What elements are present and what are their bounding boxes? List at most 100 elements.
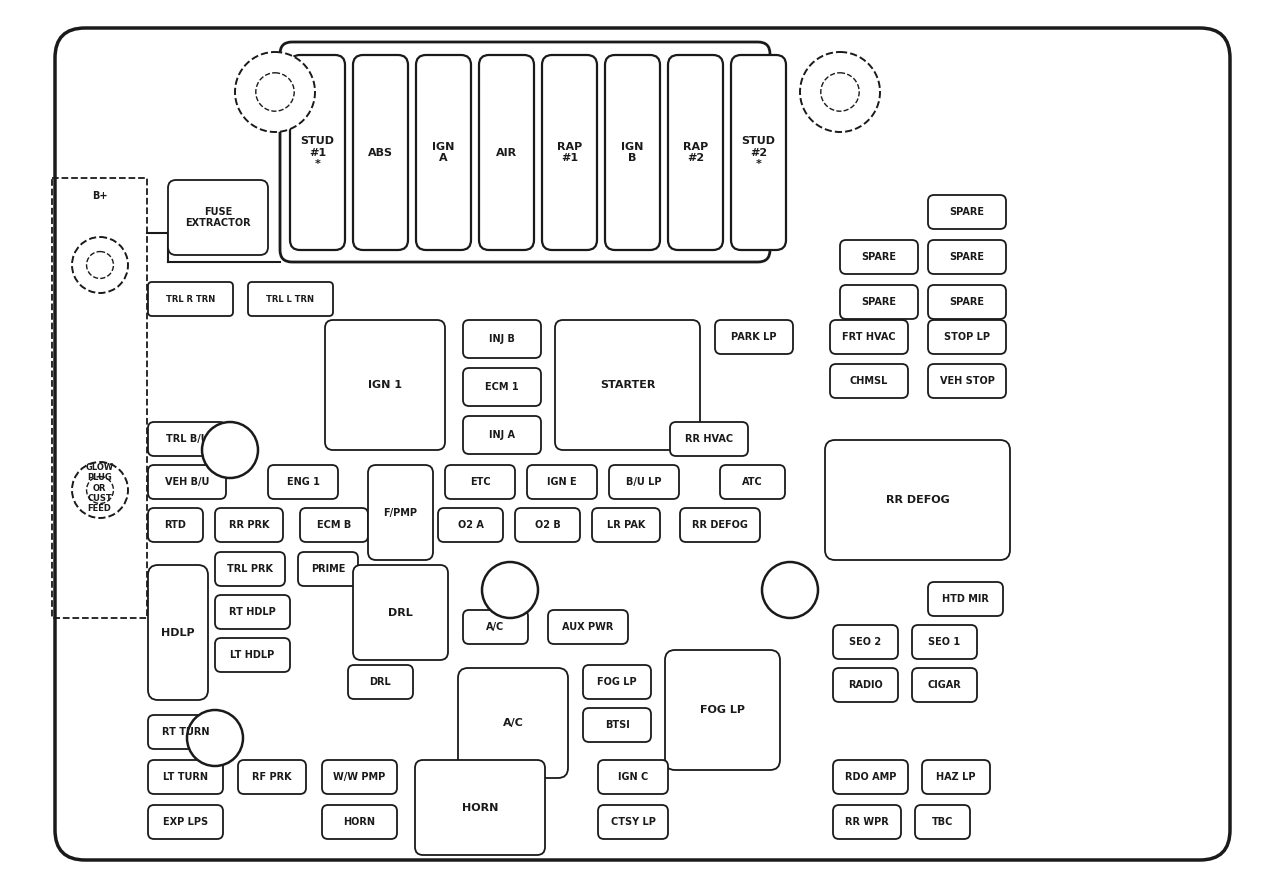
Text: STUD
#1
*: STUD #1 * xyxy=(300,136,335,169)
FancyBboxPatch shape xyxy=(830,320,908,354)
Text: IGN 1: IGN 1 xyxy=(368,380,402,390)
Text: PRIME: PRIME xyxy=(310,564,345,574)
Text: SPARE: SPARE xyxy=(861,297,897,307)
FancyBboxPatch shape xyxy=(928,195,1006,229)
Text: HORN: HORN xyxy=(344,817,376,827)
FancyBboxPatch shape xyxy=(55,28,1230,860)
FancyBboxPatch shape xyxy=(928,320,1006,354)
Text: LT HDLP: LT HDLP xyxy=(231,650,275,660)
FancyBboxPatch shape xyxy=(325,320,445,450)
Text: SPARE: SPARE xyxy=(949,252,984,262)
Text: FOG LP: FOG LP xyxy=(597,677,636,687)
FancyBboxPatch shape xyxy=(268,465,337,499)
FancyBboxPatch shape xyxy=(591,508,659,542)
Text: W/W PMP: W/W PMP xyxy=(334,772,386,782)
FancyBboxPatch shape xyxy=(463,416,541,454)
FancyBboxPatch shape xyxy=(463,320,541,358)
Text: IGN C: IGN C xyxy=(618,772,648,782)
FancyBboxPatch shape xyxy=(148,760,223,794)
FancyBboxPatch shape xyxy=(912,668,976,702)
Text: ETC: ETC xyxy=(470,477,490,487)
Text: ABS: ABS xyxy=(368,148,393,158)
FancyBboxPatch shape xyxy=(216,638,290,672)
FancyBboxPatch shape xyxy=(609,465,679,499)
Text: CIGAR: CIGAR xyxy=(928,680,961,690)
FancyBboxPatch shape xyxy=(514,508,580,542)
Bar xyxy=(53,178,148,618)
FancyBboxPatch shape xyxy=(216,595,290,629)
FancyBboxPatch shape xyxy=(541,55,597,250)
Text: ECM 1: ECM 1 xyxy=(485,382,518,392)
Text: ATC: ATC xyxy=(742,477,763,487)
Text: AIR: AIR xyxy=(497,148,517,158)
Text: HORN: HORN xyxy=(462,803,498,813)
Circle shape xyxy=(86,477,113,504)
Text: IGN E: IGN E xyxy=(547,477,577,487)
Circle shape xyxy=(762,562,819,618)
FancyBboxPatch shape xyxy=(833,668,898,702)
Text: IGN
A: IGN A xyxy=(432,142,454,163)
FancyBboxPatch shape xyxy=(458,668,568,778)
Text: IGN
B: IGN B xyxy=(621,142,644,163)
Text: RADIO: RADIO xyxy=(848,680,883,690)
Text: A/C: A/C xyxy=(486,622,504,632)
Text: PARK LP: PARK LP xyxy=(731,332,776,342)
FancyBboxPatch shape xyxy=(463,368,541,406)
FancyBboxPatch shape xyxy=(148,508,203,542)
Text: SPARE: SPARE xyxy=(861,252,897,262)
Text: TRL B/U: TRL B/U xyxy=(166,434,208,444)
FancyBboxPatch shape xyxy=(915,805,970,839)
FancyBboxPatch shape xyxy=(479,55,534,250)
Text: RDO AMP: RDO AMP xyxy=(844,772,897,782)
FancyBboxPatch shape xyxy=(290,55,345,250)
Text: RR WPR: RR WPR xyxy=(845,817,889,827)
Text: B+: B+ xyxy=(92,191,108,201)
FancyBboxPatch shape xyxy=(445,465,514,499)
Text: RAP
#1: RAP #1 xyxy=(557,142,582,163)
Text: O2 A: O2 A xyxy=(458,520,484,530)
Text: CHMSL: CHMSL xyxy=(849,376,888,386)
FancyBboxPatch shape xyxy=(280,42,770,262)
Text: STUD
#2
*: STUD #2 * xyxy=(742,136,775,169)
FancyBboxPatch shape xyxy=(833,625,898,659)
Text: LT TURN: LT TURN xyxy=(163,772,208,782)
Text: DRL: DRL xyxy=(389,607,413,617)
FancyBboxPatch shape xyxy=(148,565,208,700)
Circle shape xyxy=(201,422,258,478)
Text: A/C: A/C xyxy=(503,718,523,728)
FancyBboxPatch shape xyxy=(298,552,358,586)
FancyBboxPatch shape xyxy=(720,465,785,499)
FancyBboxPatch shape xyxy=(928,582,1003,616)
FancyBboxPatch shape xyxy=(731,55,786,250)
FancyBboxPatch shape xyxy=(148,282,234,316)
Text: F/PMP: F/PMP xyxy=(384,507,417,518)
FancyBboxPatch shape xyxy=(598,760,668,794)
Text: RT TURN: RT TURN xyxy=(162,727,209,737)
FancyBboxPatch shape xyxy=(239,760,307,794)
Text: DRL: DRL xyxy=(370,677,391,687)
Circle shape xyxy=(72,237,128,293)
FancyBboxPatch shape xyxy=(348,665,413,699)
FancyBboxPatch shape xyxy=(825,440,1010,560)
Text: O2 B: O2 B xyxy=(535,520,561,530)
Circle shape xyxy=(86,252,113,279)
FancyBboxPatch shape xyxy=(833,760,908,794)
Text: TRL L TRN: TRL L TRN xyxy=(267,295,314,304)
FancyBboxPatch shape xyxy=(248,282,334,316)
FancyBboxPatch shape xyxy=(148,465,226,499)
Text: RTD: RTD xyxy=(164,520,186,530)
Text: LR PAK: LR PAK xyxy=(607,520,645,530)
Text: RR HVAC: RR HVAC xyxy=(685,434,733,444)
Text: HTD MIR: HTD MIR xyxy=(942,594,989,604)
FancyBboxPatch shape xyxy=(598,805,668,839)
Text: HAZ LP: HAZ LP xyxy=(937,772,976,782)
FancyBboxPatch shape xyxy=(582,665,650,699)
FancyBboxPatch shape xyxy=(148,715,223,749)
FancyBboxPatch shape xyxy=(670,422,748,456)
FancyBboxPatch shape xyxy=(148,805,223,839)
FancyBboxPatch shape xyxy=(840,285,919,319)
FancyBboxPatch shape xyxy=(353,565,448,660)
FancyBboxPatch shape xyxy=(438,508,503,542)
Text: VEH B/U: VEH B/U xyxy=(164,477,209,487)
Text: SPARE: SPARE xyxy=(949,207,984,217)
